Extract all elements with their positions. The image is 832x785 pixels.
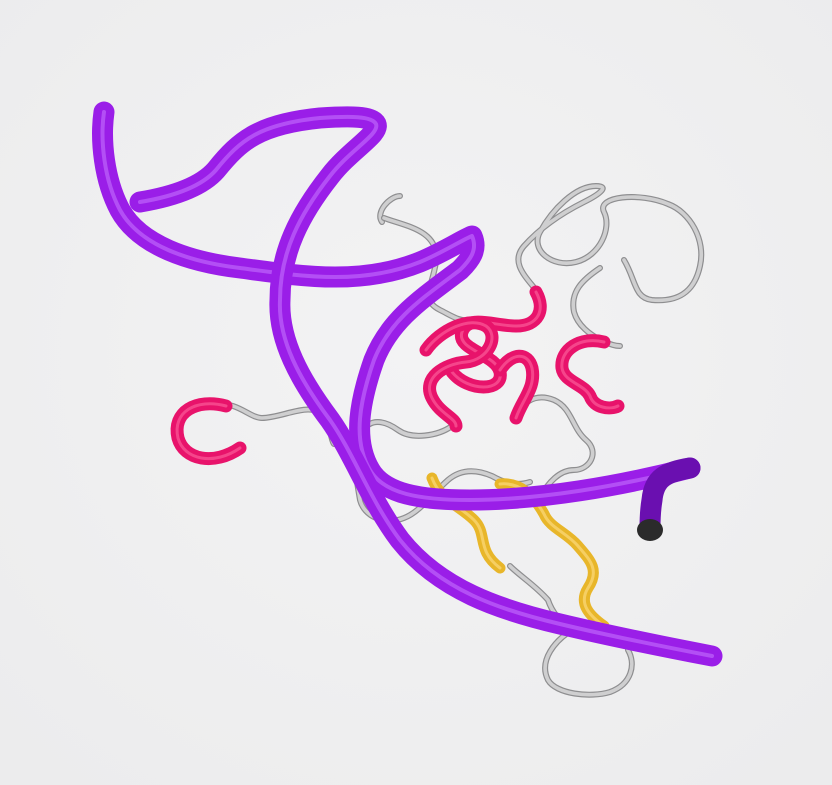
alpha-helices [170,285,625,466]
nucleic-acid-backbone [92,101,723,667]
tube-end-cap [637,519,663,541]
